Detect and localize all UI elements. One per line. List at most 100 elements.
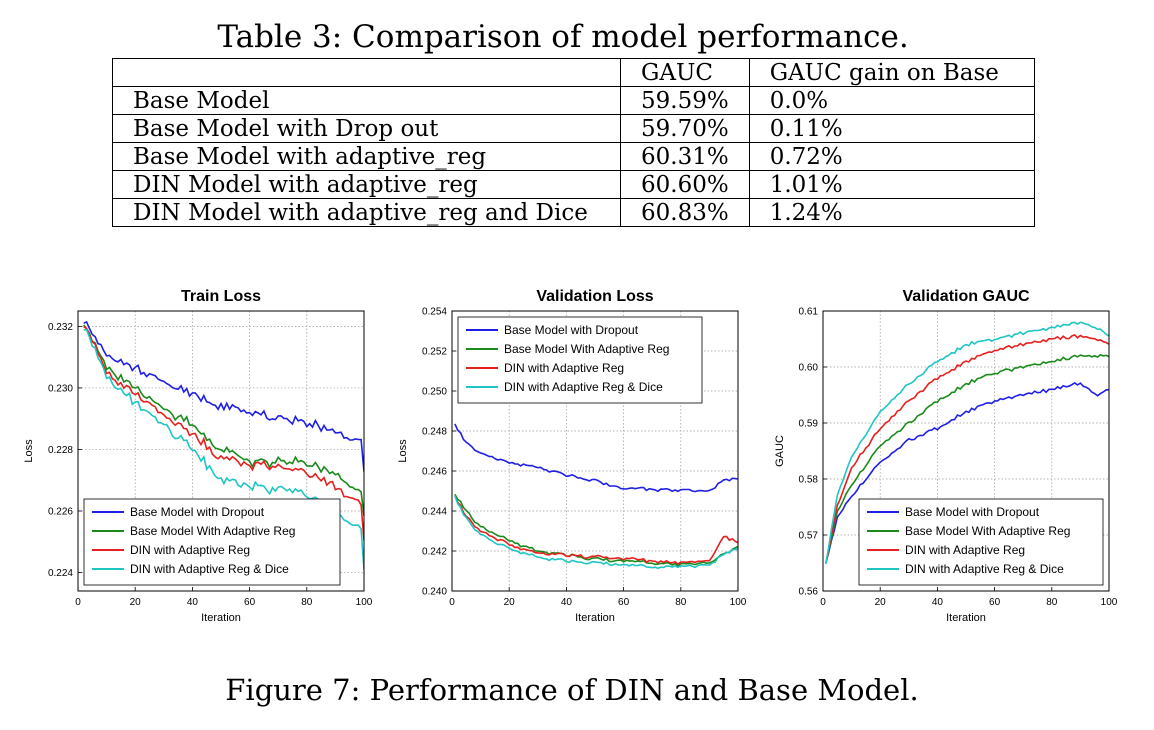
gauc-cell: 60.60%	[620, 170, 750, 199]
legend-label: DIN with Adaptive Reg	[504, 361, 624, 375]
y-tick-label: 0.242	[422, 547, 447, 558]
x-axis-label: Iteration	[201, 612, 241, 624]
series-line	[454, 493, 738, 567]
y-tick-label: 0.244	[422, 507, 447, 518]
legend-label: DIN with Adaptive Reg	[905, 543, 1025, 557]
y-tick-label: 0.59	[799, 419, 819, 430]
model-name-cell: DIN Model with adaptive_reg	[112, 170, 621, 199]
x-tick-label: 0	[75, 597, 81, 608]
legend-box	[457, 316, 703, 404]
model-name-cell: Base Model	[112, 86, 621, 115]
table-row: DIN Model with adaptive_reg 60.60% 1.01%	[112, 170, 1035, 199]
y-tick-label: 0.250	[422, 387, 447, 398]
x-tick-label: 80	[1046, 597, 1058, 608]
legend-label: DIN with Adaptive Reg & Dice	[905, 562, 1064, 576]
gauc-cell: 59.59%	[620, 86, 750, 115]
x-tick-label: 100	[1101, 597, 1118, 608]
chart-panel: Validation GAUC 0 20 40 60 80 100 0.56 0.57 0.58 0…	[774, 288, 1118, 624]
table-row: DIN Model with adaptive_reg and Dice 60.…	[112, 198, 1035, 227]
figure-charts: Train Loss 0 20 40 60 80 100 0.224 0.226 0.228 0.2…	[23, 288, 1118, 624]
legend-box	[83, 498, 341, 586]
x-tick-label: 20	[504, 597, 516, 608]
x-axis-label: Iteration	[946, 612, 986, 624]
y-tick-label: 0.248	[422, 427, 447, 438]
x-tick-label: 60	[244, 597, 256, 608]
y-axis-label: Loss	[397, 439, 409, 463]
y-axis-label: Loss	[23, 439, 35, 463]
x-axis-label: Iteration	[575, 612, 615, 624]
legend-label: Base Model with Dropout	[130, 505, 265, 519]
header-gauc: GAUC	[620, 58, 750, 87]
chart-panel: Train Loss 0 20 40 60 80 100 0.224 0.226 0.228 0.2…	[23, 288, 373, 624]
x-tick-label: 40	[932, 597, 944, 608]
x-tick-label: 20	[130, 597, 142, 608]
table-row: Base Model with adaptive_reg 60.31% 0.72…	[112, 142, 1035, 171]
legend: Base Model with Dropout Base Model With A…	[457, 316, 703, 404]
y-tick-label: 0.60	[799, 363, 819, 374]
y-tick-label: 0.58	[799, 475, 819, 486]
series-line	[825, 353, 1109, 564]
model-name-cell: Base Model with adaptive_reg	[112, 142, 621, 171]
gain-cell: 1.01%	[748, 170, 1035, 199]
x-tick-label: 0	[449, 597, 455, 608]
legend-box	[858, 498, 1104, 586]
y-tick-label: 0.61	[799, 307, 819, 318]
gauc-cell: 60.83%	[620, 198, 750, 227]
x-tick-label: 100	[356, 597, 373, 608]
y-tick-label: 0.224	[48, 568, 73, 579]
series-line	[825, 382, 1109, 564]
gain-cell: 1.24%	[748, 198, 1035, 227]
y-tick-label: 0.252	[422, 347, 447, 358]
model-name-cell: Base Model with Drop out	[112, 114, 621, 143]
table-row: Base Model 59.59% 0.0%	[112, 86, 1035, 115]
legend-label: DIN with Adaptive Reg & Dice	[130, 562, 289, 576]
header-gauc-gain: GAUC gain on Base	[748, 58, 1035, 87]
gauc-cell: 59.70%	[620, 114, 750, 143]
performance-table: GAUC GAUC gain on Base Base Model 59.59%…	[112, 58, 1035, 227]
series-line	[454, 495, 738, 566]
x-tick-label: 80	[675, 597, 687, 608]
gain-cell: 0.72%	[748, 142, 1035, 171]
series-line	[83, 324, 364, 516]
plot-frame	[451, 310, 739, 592]
legend-label: DIN with Adaptive Reg	[130, 543, 250, 557]
series-line	[83, 320, 364, 472]
table-caption: Table 3: Comparison of model performance…	[217, 19, 909, 55]
x-tick-label: 80	[301, 597, 313, 608]
x-tick-label: 20	[875, 597, 887, 608]
header-model	[112, 58, 621, 87]
legend-label: Base Model With Adaptive Reg	[905, 524, 1070, 538]
chart-title: Validation GAUC	[902, 288, 1030, 305]
y-tick-label: 0.254	[422, 307, 447, 318]
legend-label: DIN with Adaptive Reg & Dice	[504, 380, 663, 394]
chart-title: Validation Loss	[536, 288, 653, 305]
gauc-cell: 60.31%	[620, 142, 750, 171]
legend-label: Base Model with Dropout	[905, 505, 1040, 519]
y-tick-label: 0.232	[48, 322, 73, 333]
chart-panel: Validation Loss 0 20 40 60 80 100 0.240 0.242 0.2…	[397, 288, 747, 624]
plot-frame	[77, 310, 365, 592]
model-name-cell: DIN Model with adaptive_reg and Dice	[112, 198, 621, 227]
gain-cell: 0.0%	[748, 86, 1035, 115]
figure-caption: Figure 7: Performance of DIN and Base Mo…	[225, 673, 919, 707]
x-tick-label: 40	[561, 597, 573, 608]
x-tick-label: 100	[730, 597, 747, 608]
y-tick-label: 0.246	[422, 467, 447, 478]
series-line	[83, 326, 364, 541]
plot-frame	[822, 310, 1110, 592]
chart-title: Train Loss	[181, 288, 261, 305]
y-tick-label: 0.240	[422, 587, 447, 598]
series-line	[454, 495, 738, 570]
gain-cell: 0.11%	[748, 114, 1035, 143]
y-tick-label: 0.57	[799, 531, 819, 542]
series-line	[825, 333, 1109, 564]
y-tick-label: 0.56	[799, 587, 819, 598]
x-tick-label: 60	[989, 597, 1001, 608]
y-tick-label: 0.230	[48, 383, 73, 394]
series-line	[83, 328, 364, 571]
legend-label: Base Model with Dropout	[504, 323, 639, 337]
table-header-row: GAUC GAUC gain on Base	[112, 58, 1035, 87]
legend-label: Base Model With Adaptive Reg	[130, 524, 295, 538]
legend: Base Model with Dropout Base Model With A…	[858, 498, 1104, 586]
y-tick-label: 0.228	[48, 445, 73, 456]
